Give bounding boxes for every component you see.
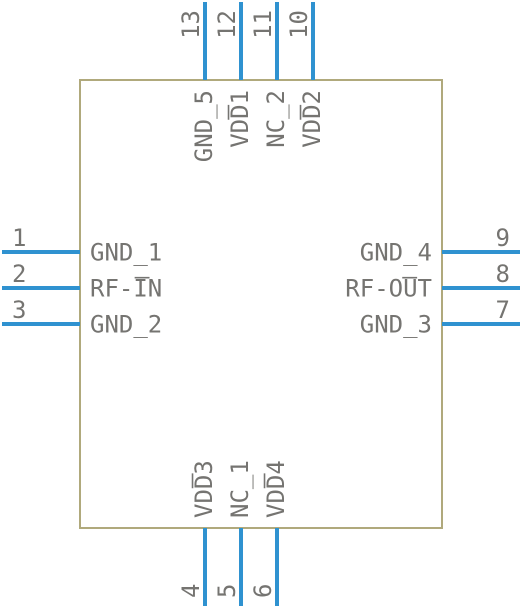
component-body (80, 80, 442, 528)
pin-label: RF-IN (90, 274, 162, 302)
pin-number: 10 (285, 10, 313, 39)
pin-label: VDD3 (190, 460, 218, 518)
pin-number: 3 (12, 296, 26, 324)
pin-label: VDD2 (298, 90, 326, 148)
pin-label: GND_5 (190, 90, 218, 162)
pin-number: 9 (496, 224, 510, 252)
pin-number: 12 (213, 10, 241, 39)
pin-number: 4 (177, 584, 205, 598)
pin-10: 10 VDD2 (285, 2, 326, 148)
pin-number: 2 (12, 260, 26, 288)
pin-label: GND_3 (360, 310, 432, 338)
pin-label: NC_2 (262, 90, 290, 148)
pin-6: 6 VDD4 (249, 460, 290, 606)
pin-number: 13 (177, 10, 205, 39)
pin-label: GND_1 (90, 238, 162, 266)
pin-label: GND_2 (90, 310, 162, 338)
pin-number: 7 (496, 296, 510, 324)
pin-label: VDD1 (226, 90, 254, 148)
pin-label: RF-OUT (345, 274, 432, 302)
pin-number: 6 (249, 584, 277, 598)
pin-label: VDD4 (262, 460, 290, 518)
pin-label: GND_4 (360, 238, 432, 266)
pin-number: 5 (213, 584, 241, 598)
pin-number: 8 (496, 260, 510, 288)
pin-number: 1 (12, 224, 26, 252)
pin-number: 11 (249, 10, 277, 39)
pin-label: NC_1 (226, 460, 254, 518)
